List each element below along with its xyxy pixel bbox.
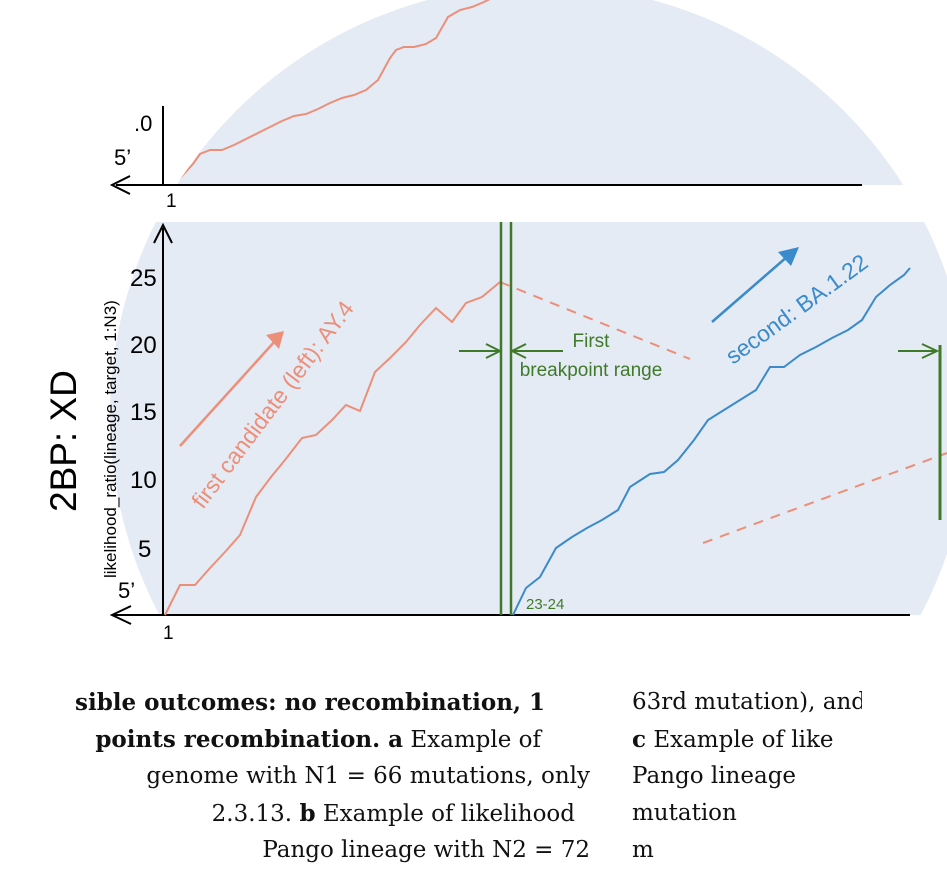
y-tick-25: 25 — [130, 265, 157, 292]
top-panel-x-start-tick: 1 — [166, 191, 177, 212]
main-panel-five-prime-label: 5’ — [118, 578, 135, 603]
caption-line: c Example of like — [632, 721, 862, 759]
y-tick-15: 15 — [130, 399, 157, 426]
caption-segment: m — [632, 837, 654, 863]
second-candidate-direction-arrow — [711, 255, 789, 323]
main-panel-y-axis-arrowhead — [153, 222, 173, 244]
first-candidate-dashed-lower — [702, 452, 947, 544]
caption-segment: genome with N1 = 66 mutations, only — [146, 763, 590, 789]
y-tick-10: 10 — [130, 467, 157, 494]
main-panel-x-start-tick: 1 — [163, 623, 174, 644]
caption-segment: mutation — [632, 800, 737, 826]
caption-line: genome with N1 = 66 mutations, only — [146, 758, 590, 795]
second-breakpoint-arrow-head — [921, 343, 940, 359]
y-axis-label: likelihood_ratio(lineage, target, 1:N3) — [101, 300, 120, 578]
caption-segment: points recombination. — [95, 726, 389, 753]
caption-segment: 2.3.13. — [211, 801, 300, 827]
caption-segment: 63rd mutation), and — [632, 689, 862, 715]
caption-line: mutation — [632, 795, 862, 832]
first-candidate-direction-arrowhead — [266, 331, 284, 349]
main-panel-five-prime-arrowhead — [109, 605, 132, 625]
caption-segment: Example of likelihood — [315, 801, 575, 827]
second-candidate-line — [512, 267, 911, 616]
breakpoint-arrow-left-head — [485, 343, 503, 359]
first-candidate-direction-arrow — [179, 339, 277, 447]
top-panel-background — [110, 0, 947, 185]
first-candidate-dashed-extension — [499, 281, 691, 360]
caption-line: m — [632, 832, 862, 869]
second-candidate-direction-arrowhead — [778, 247, 799, 266]
breakpoint-label-line2: breakpoint range — [520, 360, 663, 381]
first-candidate-line — [164, 281, 501, 616]
caption-line: 63rd mutation), and — [632, 684, 862, 721]
top-panel-likelihood-line — [162, 0, 495, 186]
top-panel-five-prime-arrowhead — [109, 175, 131, 195]
caption-segment: Pango lineage — [632, 763, 797, 789]
panel-side-label: 2BP: XD — [43, 370, 84, 512]
caption-line: Pango lineage with N2 = 72 — [262, 832, 590, 869]
main-panel-background — [110, 222, 947, 615]
caption-segment: c — [632, 726, 647, 753]
caption-line: 2.3.13. b Example of likelihood — [212, 795, 575, 833]
y-tick-5: 5 — [138, 536, 151, 563]
breakpoint-tick-label: 23-24 — [526, 596, 564, 613]
caption-segment: a — [388, 726, 404, 753]
caption-segment: b — [299, 800, 316, 827]
caption-segment: sible outcomes: no recombination, 1 — [75, 689, 545, 716]
caption-segment: Example of — [403, 727, 541, 753]
caption-line: points recombination. a Example of — [95, 721, 541, 759]
caption-line: Pango lineage — [632, 758, 862, 795]
top-panel-y-tick-partial: .0 — [134, 111, 152, 136]
caption-line: sible outcomes: no recombination, 1 — [75, 684, 545, 722]
breakpoint-label-line1: First — [573, 331, 611, 352]
caption-segment: Pango lineage with N2 = 72 — [262, 837, 590, 863]
y-tick-20: 20 — [130, 332, 157, 359]
caption-segment: Example of like — [646, 727, 834, 753]
breakpoint-arrow-right-head — [509, 343, 527, 359]
top-panel-five-prime-label: 5’ — [114, 145, 131, 170]
